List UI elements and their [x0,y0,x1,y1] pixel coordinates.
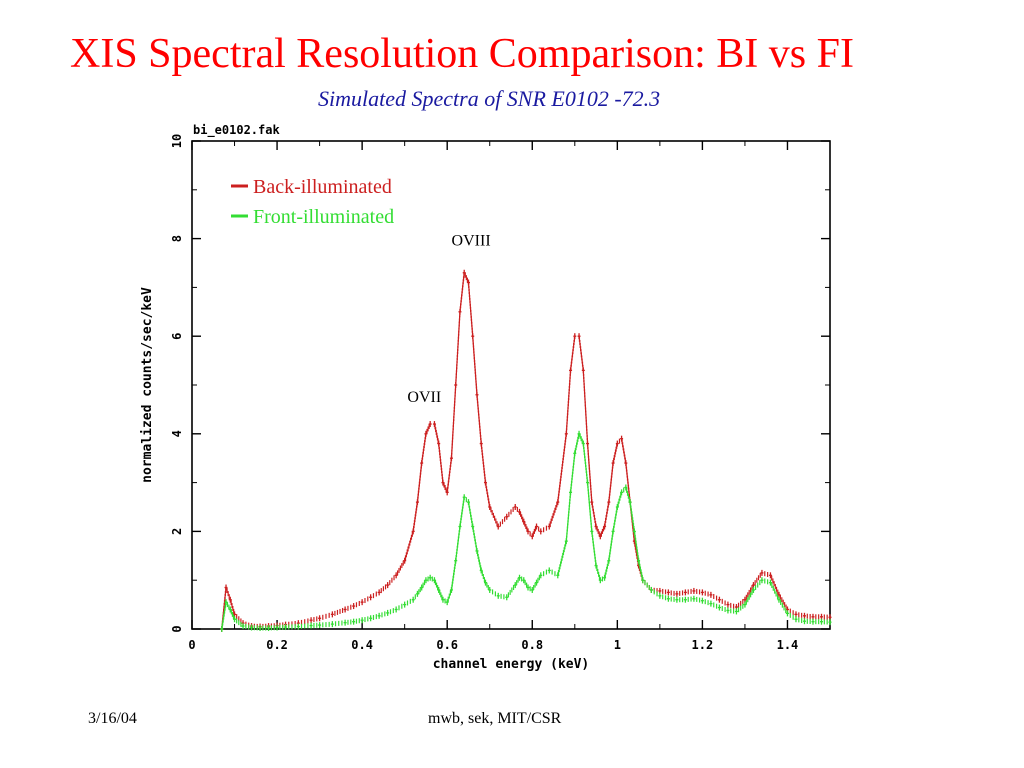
chart-title: bi_e0102.fak [193,123,280,138]
x-tick-label: 0.8 [521,638,543,652]
x-tick-label: 1.2 [692,638,714,652]
x-tick-label: 1.4 [777,638,799,652]
y-axis-label: normalized counts/sec/keV [140,287,155,483]
x-tick-label: 0.6 [436,638,458,652]
y-tick-label: 0 [170,625,184,632]
x-axis-label: channel energy (keV) [433,657,590,672]
series-front-illuminated [220,430,832,632]
legend-label: Front-illuminated [253,206,394,228]
slide-title: XIS Spectral Resolution Comparison: BI v… [70,31,854,77]
x-tick-label: 0.4 [351,638,373,652]
y-tick-label: 4 [170,430,184,437]
annotation-label: OVIII [452,233,491,250]
footer-date: 3/16/04 [88,710,137,727]
y-tick-label: 8 [170,235,184,242]
y-tick-label: 10 [170,134,184,148]
footer-author: mwb, sek, MIT/CSR [428,710,562,727]
x-tick-label: 1 [614,638,621,652]
y-tick-label: 2 [170,528,184,535]
y-tick-label: 6 [170,333,184,340]
series-back-illuminated [220,269,832,632]
slide-subtitle: Simulated Spectra of SNR E0102 -72.3 [318,86,661,111]
legend-label: Back-illuminated [253,176,392,198]
x-tick-label: 0.2 [266,638,288,652]
x-tick-label: 0 [188,638,195,652]
annotation-label: OVII [407,389,441,406]
